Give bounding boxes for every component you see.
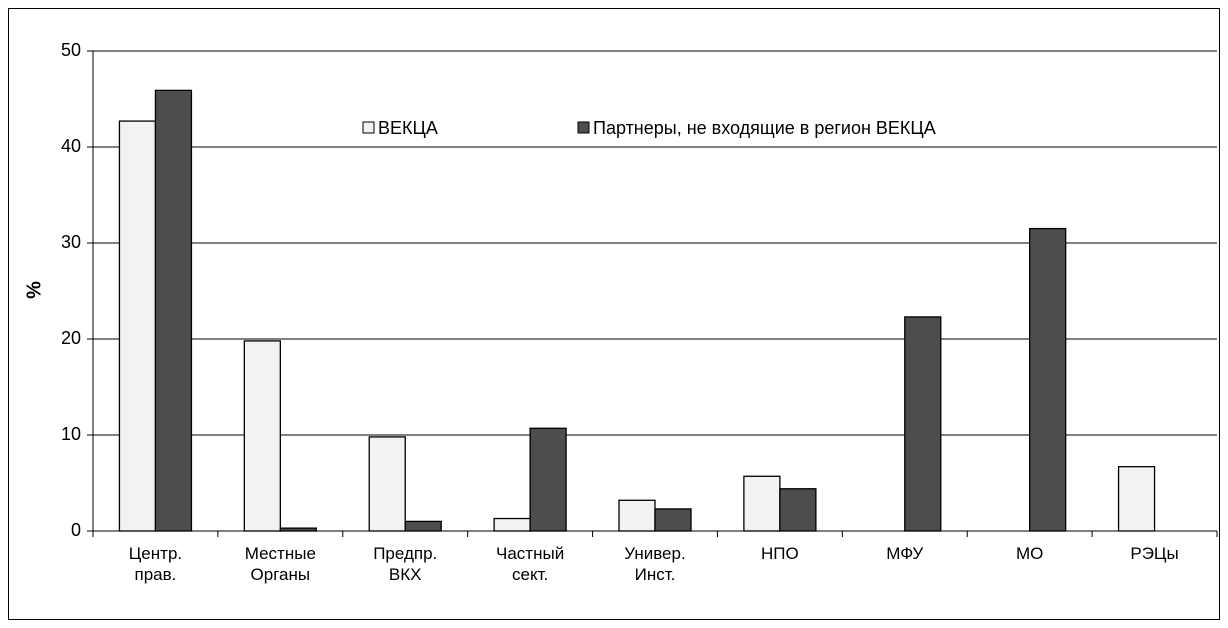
bar <box>743 475 781 532</box>
bar <box>618 499 656 532</box>
bar <box>904 316 942 532</box>
y-tick-label: 50 <box>61 40 81 60</box>
frame <box>8 8 1220 620</box>
y-tick-label: 0 <box>71 520 81 540</box>
bar <box>154 89 193 532</box>
x-tick-label: РЭЦы <box>1130 544 1179 563</box>
y-tick-label: 20 <box>61 328 81 348</box>
legend-swatch <box>577 121 590 134</box>
x-tick-label: МО <box>1015 544 1044 563</box>
bar <box>529 427 567 532</box>
legend-label: ВЕКЦА <box>378 118 438 138</box>
x-tick-label: Местные Органы <box>244 544 316 584</box>
bar <box>654 508 692 532</box>
bar <box>404 520 442 532</box>
bar <box>368 436 406 532</box>
bar <box>279 527 317 532</box>
bar <box>1029 227 1067 532</box>
legend-label: Партнеры, не входящие в регион ВЕКЦА <box>593 118 936 138</box>
x-tick-label: МФУ <box>886 544 924 563</box>
x-tick-label: Универ. Инст. <box>624 544 686 584</box>
bar <box>118 120 157 532</box>
y-axis-label: % <box>23 281 45 299</box>
x-tick-label: Предпр. ВКХ <box>373 544 438 584</box>
bar <box>243 340 281 532</box>
y-tick-label: 30 <box>61 232 81 252</box>
y-tick-label: 10 <box>61 424 81 444</box>
bar <box>493 517 531 532</box>
bar <box>779 488 817 532</box>
legend-swatch <box>362 121 375 134</box>
bar <box>1117 466 1156 532</box>
y-tick-label: 40 <box>61 136 81 156</box>
x-tick-label: НПО <box>761 544 799 563</box>
x-tick-label: Частный сект. <box>496 544 565 584</box>
x-tick-label: Центр. прав. <box>128 544 183 584</box>
